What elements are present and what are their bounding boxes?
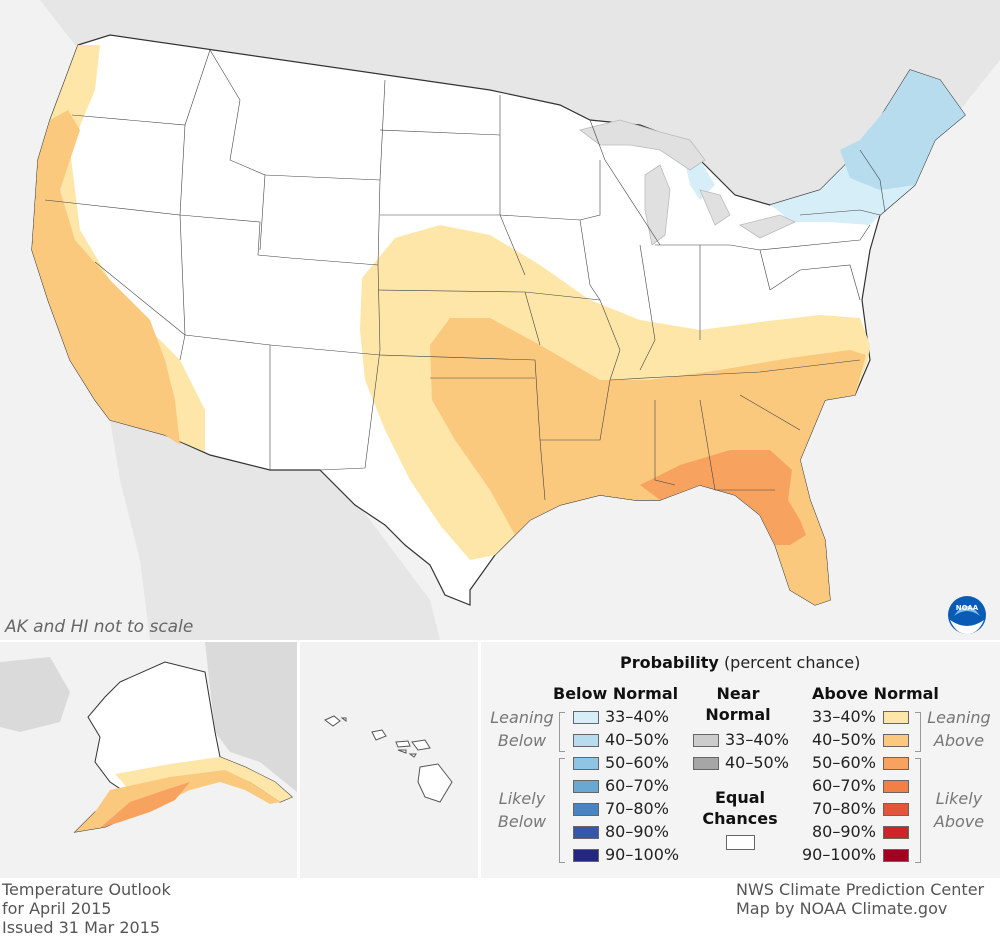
swatch-above-40-50 (883, 734, 909, 747)
near-range-40-50: 40–50% (725, 753, 789, 772)
canada-yukon-land (205, 642, 297, 792)
footer-right: NWS Climate Prediction Center Map by NOA… (736, 880, 984, 918)
legend-panel: Probability (percent chance) Below Norma… (481, 642, 1000, 878)
below-range-70-80: 70–80% (605, 799, 669, 818)
below-range-50-60: 50–60% (605, 753, 669, 772)
below-range-60-70: 60–70% (605, 776, 669, 795)
swatch-near-40-50 (693, 757, 719, 770)
noaa-logo-text: NOAA (956, 604, 979, 612)
swatch-above-80-90 (883, 826, 909, 839)
leaning-below-label-2: Below (497, 731, 547, 750)
footer-issued: Issued 31 Mar 2015 (2, 918, 161, 937)
state-borders (44, 49, 886, 501)
legend-title-row: Probability (percent chance) (620, 653, 860, 672)
below-range-90-100: 90–100% (605, 845, 680, 864)
swatch-below-80-90 (573, 826, 599, 839)
likely-above-bracket (915, 758, 921, 863)
near-range-33-40: 33–40% (725, 730, 789, 749)
swatch-above-60-70 (883, 780, 909, 793)
below-range-40-50: 40–50% (605, 730, 669, 749)
russia-land (0, 657, 70, 732)
above-range-70-80: 70–80% (812, 799, 876, 818)
leaning-above-label-2: Above (933, 731, 985, 750)
scale-note: AK and HI not to scale (4, 617, 193, 637)
likely-above-label-1: Likely (935, 789, 983, 808)
alaska-above-50-60 (100, 782, 190, 828)
hawaii-inset (300, 642, 478, 878)
above-range-33-40: 33–40% (812, 707, 876, 726)
swatch-equal-chances (726, 835, 755, 850)
footer-period: for April 2015 (2, 899, 112, 918)
above-range-80-90: 80–90% (812, 822, 876, 841)
legend-title-suffix: (percent chance) (723, 653, 861, 672)
swatch-above-90-100 (883, 849, 909, 862)
near-normal-header-1: Near (716, 684, 760, 703)
above-40-50-central (430, 318, 866, 605)
footer-credit: Map by NOAA Climate.gov (736, 899, 948, 918)
hawaii-islands (324, 715, 453, 803)
leaning-below-label-1: Leaning (490, 708, 554, 727)
below-normal-header: Below Normal (553, 684, 679, 703)
swatch-above-70-80 (883, 803, 909, 816)
leaning-above-bracket (915, 712, 921, 752)
swatch-above-33-40 (883, 711, 909, 724)
equal-chances-label-1: Equal (714, 788, 766, 807)
above-50-60-southeast (640, 450, 806, 545)
swatch-below-40-50 (573, 734, 599, 747)
swatch-above-50-60 (883, 757, 909, 770)
swatch-below-70-80 (573, 803, 599, 816)
above-range-40-50: 40–50% (812, 730, 876, 749)
leaning-below-bracket (559, 712, 565, 752)
likely-above-label-2: Above (933, 812, 985, 831)
swatch-below-50-60 (573, 757, 599, 770)
above-normal-header: Above Normal (812, 684, 939, 703)
canada-land (40, 0, 1000, 205)
likely-below-label-2: Below (497, 812, 547, 831)
footer-title: Temperature Outlook (2, 880, 171, 899)
great-lakes (579, 119, 796, 246)
likely-below-label-1: Likely (498, 789, 546, 808)
near-normal-header-2: Normal (705, 705, 771, 724)
below-40-50-northeast (840, 70, 965, 190)
swatch-near-33-40 (693, 734, 719, 747)
swatch-below-33-40 (573, 711, 599, 724)
alaska-inset (0, 642, 297, 878)
mexico-land (110, 420, 440, 640)
leaning-above-label-1: Leaning (927, 708, 991, 727)
above-range-60-70: 60–70% (812, 776, 876, 795)
legend-title: Probability (620, 653, 719, 672)
footer-source: NWS Climate Prediction Center (736, 880, 985, 899)
likely-below-bracket (559, 758, 565, 863)
equal-chances-label-2: Chances (702, 809, 778, 828)
above-40-50-west (32, 110, 180, 445)
swatch-below-90-100 (573, 849, 599, 862)
below-range-80-90: 80–90% (605, 822, 669, 841)
above-range-50-60: 50–60% (812, 753, 876, 772)
conus-map: AK and HI not to scale NOAA (0, 0, 1000, 640)
footer-left: Temperature Outlook for April 2015 Issue… (2, 880, 171, 937)
swatch-below-60-70 (573, 780, 599, 793)
below-range-33-40: 33–40% (605, 707, 669, 726)
noaa-logo: NOAA (948, 596, 986, 634)
above-range-90-100: 90–100% (802, 845, 877, 864)
